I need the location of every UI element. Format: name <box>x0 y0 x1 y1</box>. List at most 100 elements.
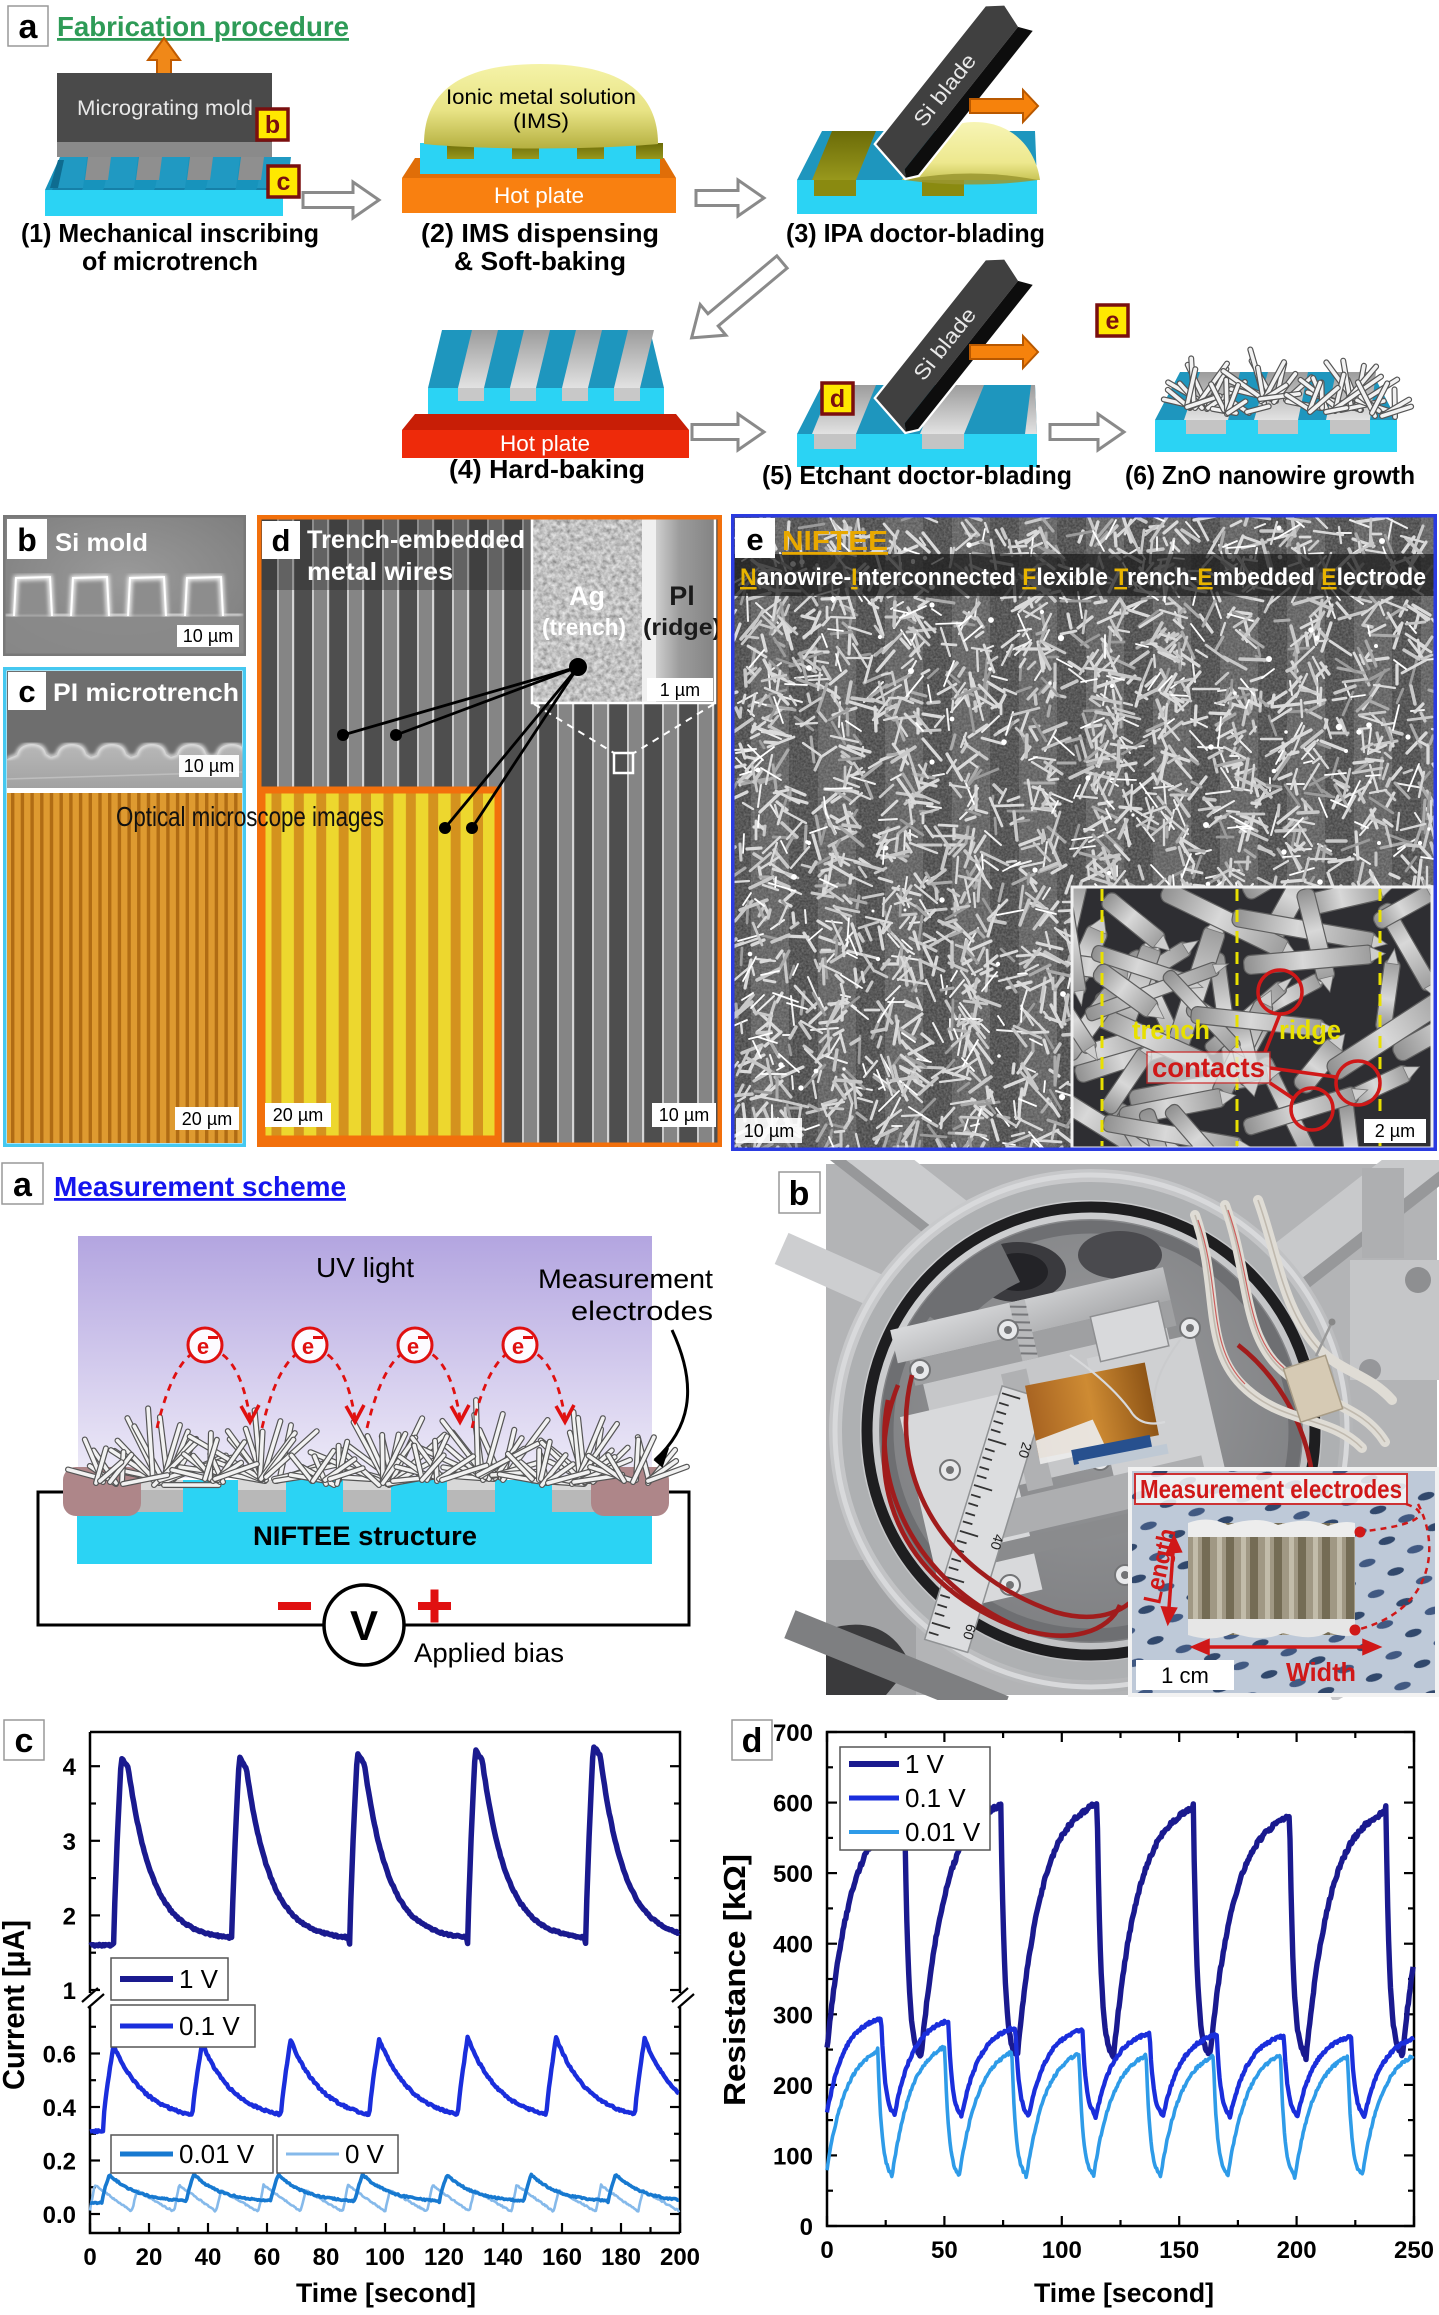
svg-text:& Soft-baking: & Soft-baking <box>454 246 626 276</box>
svg-text:0.1 V: 0.1 V <box>905 1783 966 1813</box>
svg-text:40: 40 <box>987 1532 1007 1552</box>
svg-text:e: e <box>197 1334 209 1359</box>
svg-text:(2) IMS dispensing: (2) IMS dispensing <box>421 218 659 248</box>
svg-text:Width: Width <box>1286 1657 1356 1687</box>
svg-text:0.6: 0.6 <box>43 2042 76 2069</box>
svg-text:(6) ZnO nanowire growth: (6) ZnO nanowire growth <box>1125 460 1415 490</box>
svg-text:NIFTEE: NIFTEE <box>782 525 888 556</box>
svg-text:1 V: 1 V <box>179 1964 219 1994</box>
svg-text:Nanowire-Interconnected Flexib: Nanowire-Interconnected Flexible Trench-… <box>740 564 1426 591</box>
svg-text:200: 200 <box>660 2244 700 2271</box>
svg-text:contacts: contacts <box>1152 1052 1265 1083</box>
svg-text:4: 4 <box>63 1754 77 1781</box>
svg-text:0.4: 0.4 <box>43 2095 77 2122</box>
svg-text:250: 250 <box>1394 2237 1434 2264</box>
svg-text:Ag: Ag <box>569 581 605 611</box>
svg-text:140: 140 <box>483 2244 523 2271</box>
svg-text:10 µm: 10 µm <box>184 756 234 776</box>
svg-text:(ridge): (ridge) <box>643 614 721 640</box>
svg-text:trench: trench <box>1132 1015 1210 1045</box>
svg-text:200: 200 <box>1277 2237 1317 2264</box>
svg-text:c: c <box>277 168 291 196</box>
svg-text:40: 40 <box>195 2244 222 2271</box>
svg-text:80: 80 <box>313 2244 340 2271</box>
svg-text:0.2: 0.2 <box>43 2149 76 2176</box>
svg-text:V: V <box>350 1602 378 1649</box>
svg-text:Hot plate: Hot plate <box>494 183 584 208</box>
svg-text:0.01 V: 0.01 V <box>179 2139 255 2169</box>
svg-text:Ionic metal solution: Ionic metal solution <box>446 86 636 109</box>
svg-text:2 µm: 2 µm <box>1375 1121 1415 1141</box>
svg-text:600: 600 <box>773 1791 813 1818</box>
svg-text:a: a <box>19 8 39 46</box>
svg-text:20: 20 <box>1015 1441 1035 1461</box>
svg-text:e: e <box>302 1334 314 1359</box>
svg-text:1 cm: 1 cm <box>1161 1663 1209 1688</box>
svg-text:ridge: ridge <box>1279 1015 1341 1045</box>
svg-text:d: d <box>742 1722 763 1760</box>
svg-text:of microtrench: of microtrench <box>82 246 258 276</box>
svg-text:10 µm: 10 µm <box>659 1105 709 1125</box>
svg-text:e: e <box>512 1334 524 1359</box>
svg-text:10 µm: 10 µm <box>744 1121 794 1141</box>
svg-text:20 µm: 20 µm <box>273 1105 323 1125</box>
svg-text:1: 1 <box>63 1978 76 2005</box>
svg-text:Measurement electrodes: Measurement electrodes <box>1140 1474 1402 1504</box>
svg-text:0.01 V: 0.01 V <box>905 1817 981 1847</box>
svg-text:b: b <box>17 522 37 558</box>
svg-text:electrodes: electrodes <box>571 1296 713 1326</box>
svg-text:0: 0 <box>800 2214 813 2241</box>
svg-text:200: 200 <box>773 2073 813 2100</box>
svg-text:NIFTEE structure: NIFTEE structure <box>253 1521 477 1551</box>
svg-text:metal wires: metal wires <box>307 558 453 586</box>
svg-text:60: 60 <box>960 1622 980 1642</box>
svg-text:Time [second]: Time [second] <box>1034 2278 1214 2308</box>
svg-text:160: 160 <box>542 2244 582 2271</box>
svg-text:150: 150 <box>1159 2237 1199 2264</box>
svg-text:50: 50 <box>931 2237 958 2264</box>
svg-text:c: c <box>18 674 35 709</box>
svg-text:(3) IPA doctor-blading: (3) IPA doctor-blading <box>786 218 1045 248</box>
svg-text:c: c <box>15 1722 34 1760</box>
svg-text:1 µm: 1 µm <box>660 680 700 700</box>
svg-text:b: b <box>265 111 280 139</box>
svg-text:100: 100 <box>1042 2237 1082 2264</box>
svg-text:0 V: 0 V <box>345 2139 385 2169</box>
svg-text:100: 100 <box>365 2244 405 2271</box>
svg-text:Resistance [kΩ]: Resistance [kΩ] <box>719 1854 752 2106</box>
svg-text:180: 180 <box>601 2244 641 2271</box>
svg-text:0.1 V: 0.1 V <box>179 2011 240 2041</box>
svg-text:Applied bias: Applied bias <box>414 1638 564 1668</box>
svg-text:e: e <box>1106 307 1120 335</box>
svg-text:e: e <box>746 522 763 557</box>
svg-text:20: 20 <box>136 2244 163 2271</box>
svg-text:d: d <box>830 385 845 413</box>
svg-text:400: 400 <box>773 1932 813 1959</box>
svg-text:Time [second]: Time [second] <box>296 2278 476 2308</box>
svg-text:10 µm: 10 µm <box>183 626 233 646</box>
svg-text:300: 300 <box>773 2002 813 2029</box>
svg-text:Current [µA]: Current [µA] <box>0 1920 31 2090</box>
svg-text:UV light: UV light <box>316 1252 414 1283</box>
svg-text:3: 3 <box>63 1829 76 1856</box>
svg-text:1 V: 1 V <box>905 1749 945 1779</box>
svg-text:(trench): (trench) <box>542 614 626 640</box>
svg-text:a: a <box>13 1166 33 1204</box>
svg-text:d: d <box>272 523 291 558</box>
svg-text:2: 2 <box>63 1903 76 1930</box>
svg-text:(4) Hard-baking: (4) Hard-baking <box>449 454 645 484</box>
svg-text:e: e <box>407 1334 419 1359</box>
svg-text:Trench-embedded: Trench-embedded <box>307 526 525 554</box>
svg-text:(IMS): (IMS) <box>513 110 569 133</box>
svg-text:0: 0 <box>83 2244 96 2271</box>
svg-text:60: 60 <box>254 2244 281 2271</box>
svg-text:(1) Mechanical inscribing: (1) Mechanical inscribing <box>21 218 319 248</box>
svg-text:100: 100 <box>773 2143 813 2170</box>
svg-text:700: 700 <box>773 1720 813 1747</box>
svg-text:500: 500 <box>773 1861 813 1888</box>
svg-text:PI microtrench: PI microtrench <box>53 679 239 707</box>
svg-text:b: b <box>789 1175 810 1213</box>
svg-text:Fabrication procedure: Fabrication procedure <box>57 11 349 42</box>
svg-text:Hot plate: Hot plate <box>500 431 590 456</box>
svg-text:(5) Etchant doctor-blading: (5) Etchant doctor-blading <box>762 460 1072 490</box>
